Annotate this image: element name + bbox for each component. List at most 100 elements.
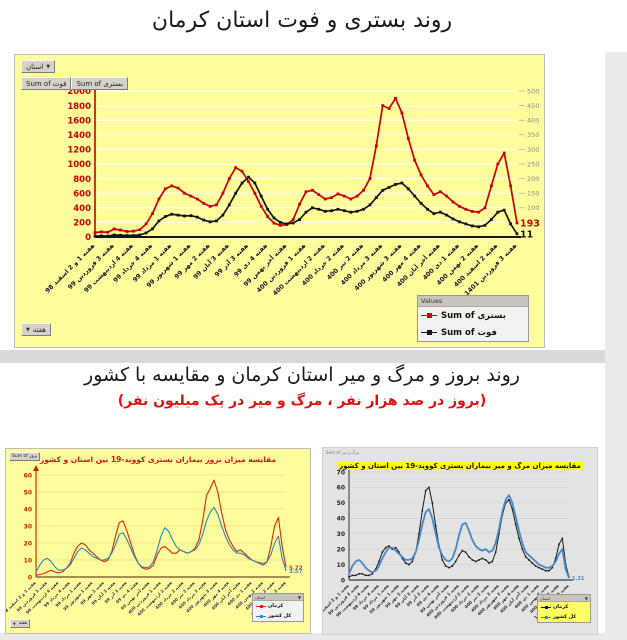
field-button-bostari[interactable]: Sum of بستری [71,77,129,90]
svg-text:0: 0 [85,233,91,243]
week-axis-label: هفته [32,325,46,334]
series-end-label: 5.72 [289,565,303,571]
legend-series-marker-icon [541,604,551,610]
svg-text:800: 800 [73,175,91,185]
legend-header-label: استان [540,595,550,601]
province-filter-button[interactable]: استان ▼ [21,60,56,73]
svg-text:100: 100 [527,204,539,212]
svg-text:250: 250 [527,160,539,168]
incidence-chart-legend: استان ▼ کرمان کل کشور [252,593,304,622]
svg-text:1200: 1200 [67,146,91,156]
gridlines [349,471,569,565]
mortality-chart-legend: استان ▼ کرمان کل کشور [537,594,591,623]
section-title: روند بروز و مرگ و میر استان کرمان و مقای… [84,364,520,386]
legend-series-marker-icon [421,312,437,319]
legend-series-marker-icon [256,603,266,609]
page-margin-right [605,52,627,640]
left-axis-labels: 0 10 20 30 40 50 60 [24,472,32,581]
series-line-1 [35,506,287,573]
dropdown-arrow-icon: ▼ [297,594,301,600]
legend-header[interactable]: استان ▼ [253,594,303,601]
mortality-field-label: Sum of مرگ و میر [326,450,360,455]
dropdown-arrow-icon: ▼ [26,326,30,333]
svg-text:500: 500 [527,87,539,95]
legend-header-label: Values [421,297,443,305]
series-end-label: 3.57 [289,569,303,575]
legend-item: کل کشور [253,611,303,621]
series-end-label: 193 [520,219,540,230]
mortality-chart-title: مقایسه میزان مرگ و میر بیماران بستری کوو… [323,453,597,472]
incidence-chart-panel: 0 10 20 30 40 50 60 هفته 1 و 2 اسفند 98 هفته 3 ف… [5,448,311,634]
svg-text:20: 20 [24,540,32,547]
main-chart-svg: 0 200 400 600 800 1000 1200 1400 1600 1800 2000 100… [44,81,540,297]
legend-series-marker-icon [541,614,551,620]
svg-text:30: 30 [337,531,345,538]
svg-text:450: 450 [527,102,539,110]
left-axis-labels: 0 10 20 30 40 50 60 70 [337,469,345,584]
dropdown-arrow-icon: ▼ [13,621,16,626]
dropdown-arrow-icon: ▼ [46,63,51,70]
legend-item: Sum of فوت [418,324,528,341]
svg-text:60: 60 [24,472,32,479]
page-title: روند بستری و فوت استان کرمان [151,8,453,33]
svg-text:10: 10 [337,562,345,569]
incidence-week-axis-button[interactable]: ▼ هفته [10,619,31,628]
svg-text:400: 400 [73,204,91,214]
svg-text:400: 400 [527,117,539,125]
svg-text:1400: 1400 [67,131,91,141]
page-margin-bottom [0,633,627,640]
svg-text:40: 40 [337,516,345,523]
pivot-field-buttons: Sum of فوت Sum of بستری [21,77,129,90]
series-end-label: 1.31 [572,576,585,582]
y-axis-arrow [33,465,39,471]
gridlines [36,474,286,561]
dropdown-arrow-icon: ▼ [584,595,588,601]
legend-item-label: Sum of فوت [441,327,497,338]
series-line-0 [35,479,287,576]
svg-text:50: 50 [337,500,345,507]
svg-text:10: 10 [24,557,32,564]
svg-text:1800: 1800 [67,102,91,112]
field-button-foot[interactable]: Sum of فوت [21,77,72,90]
series-end-label: 11 [520,229,533,240]
incidence-week-axis-label: هفته [18,621,28,626]
legend-item-label: کرمان [553,604,569,610]
series-line-1 [94,176,518,237]
svg-text:2000: 2000 [67,87,91,97]
svg-text:20: 20 [337,546,345,553]
week-axis-button[interactable]: ▼ هفته [21,323,51,336]
series-line-1 [348,494,570,579]
legend-item: کل کشور [538,612,590,622]
section-subtitle: (بروز در صد هزار نفر ، مرگ و میر در یک م… [117,393,487,409]
svg-text:0: 0 [341,577,345,584]
province-filter-label: استان [26,62,44,71]
svg-text:0: 0 [28,574,32,581]
series-markers-0 [348,486,570,578]
gridlines [95,90,517,223]
svg-text:30: 30 [24,523,32,530]
legend-item-label: کل کشور [268,613,292,619]
svg-text:200: 200 [527,175,539,183]
field-button-bostari-label: Sum of بستری [76,79,124,88]
legend-header[interactable]: استان ▼ [538,595,590,602]
svg-text:1000: 1000 [67,160,91,170]
legend-item: Sum of بستری [418,307,528,324]
field-button-foot-label: Sum of فوت [26,79,67,88]
incidence-field-button[interactable]: Sum of بروز [9,452,41,461]
section-divider [0,350,627,363]
series-line-0 [348,486,570,578]
right-axis-labels: 100 150 200 250 300 350 400 450 500 [519,87,539,212]
svg-text:600: 600 [73,189,91,199]
legend-item: کرمان [538,602,590,612]
main-chart-legend: Values Sum of بستری Sum of فوت [417,295,529,342]
main-chart-panel: 0 200 400 600 800 1000 1200 1400 1600 1800 2000 100… [14,54,545,348]
legend-item-label: کل کشور [553,614,577,620]
svg-text:200: 200 [73,219,91,229]
svg-text:350: 350 [527,131,539,139]
legend-header: Values [418,296,528,307]
left-axis-labels: 0 200 400 600 800 1000 1200 1400 1600 1800 2000 [67,87,91,243]
